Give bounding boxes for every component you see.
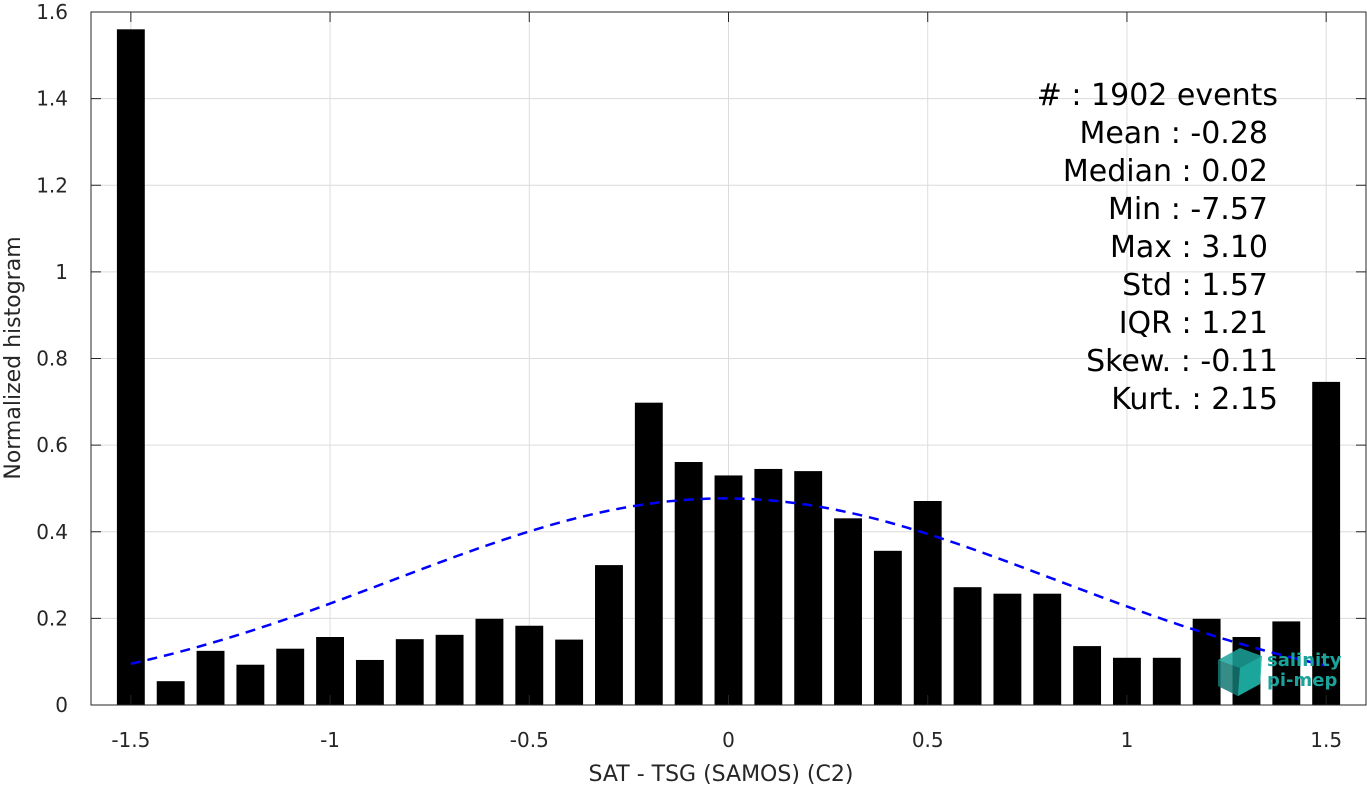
stats-line: # : 1902 events xyxy=(1037,78,1278,113)
histogram-bar xyxy=(395,639,424,705)
histogram-bar xyxy=(475,618,504,705)
histogram-bar xyxy=(714,475,743,705)
histogram-bar xyxy=(873,550,902,705)
histogram-bar xyxy=(754,468,783,705)
x-tick-label: 0.5 xyxy=(912,728,944,752)
histogram-bar xyxy=(953,587,982,705)
y-tick-label: 0.4 xyxy=(36,520,68,544)
gaussian-fit-curve xyxy=(130,497,1327,667)
x-tick-label: -0.5 xyxy=(510,728,549,752)
histogram-bar xyxy=(1152,657,1181,705)
histogram-bar xyxy=(1272,621,1301,705)
y-tick-label: 0.6 xyxy=(36,433,68,457)
salinity-pi-mep-logo: salinity pi-mep xyxy=(1218,648,1342,696)
histogram-bar xyxy=(316,636,345,705)
y-tick-label: 1.6 xyxy=(36,0,68,24)
histogram-bar xyxy=(156,681,185,705)
x-tick-label: -1 xyxy=(320,728,340,752)
y-tick-label: 0 xyxy=(55,693,68,717)
y-tick-label: 1.4 xyxy=(36,87,68,111)
stats-line: Min : -7.57 xyxy=(1108,192,1268,227)
x-tick-label: -1.5 xyxy=(111,728,150,752)
histogram-bar xyxy=(993,593,1022,705)
y-tick-label: 0.2 xyxy=(36,606,68,630)
histogram-bar xyxy=(913,500,942,705)
logo-text-line2: pi-mep xyxy=(1267,670,1337,691)
logo-text-line1: salinity xyxy=(1267,650,1342,671)
histogram-bar xyxy=(1033,593,1062,705)
stats-line: Kurt. : 2.15 xyxy=(1111,382,1278,417)
y-tick-label: 1.2 xyxy=(36,173,68,197)
histogram-bar xyxy=(1312,381,1341,705)
histogram-bar xyxy=(435,634,464,705)
histogram-bar xyxy=(794,471,823,705)
histogram-bar xyxy=(595,565,623,705)
histogram-bar xyxy=(355,659,384,705)
y-tick-label: 1 xyxy=(55,260,68,284)
y-axis-title: Normalized histogram xyxy=(1,236,26,479)
histogram-bar xyxy=(674,462,703,705)
stats-line: IQR : 1.21 xyxy=(1119,306,1268,341)
histogram-bar xyxy=(196,650,225,705)
stats-line: Max : 3.10 xyxy=(1110,230,1268,265)
histogram-bar xyxy=(276,648,305,705)
histogram-bar xyxy=(236,664,265,705)
x-tick-label: 1.5 xyxy=(1310,728,1342,752)
y-tick-label: 0.8 xyxy=(36,347,68,371)
x-tick-label: 1 xyxy=(1121,728,1134,752)
logo-cube-icon xyxy=(1218,648,1262,696)
stats-line: Skew. : -0.11 xyxy=(1086,344,1278,379)
axis-ticks xyxy=(91,11,1366,706)
histogram-bar xyxy=(555,639,584,705)
x-axis-title: SAT - TSG (SAMOS) (C2) xyxy=(589,762,854,785)
stats-line: Median : 0.02 xyxy=(1063,154,1268,189)
histogram-bar xyxy=(116,29,145,705)
histogram-bar xyxy=(515,625,544,705)
x-tick-label: 0 xyxy=(722,728,735,752)
histogram-bar xyxy=(834,518,862,705)
stats-line: Mean : -0.28 xyxy=(1079,116,1268,151)
x-tick-labels: -1.5 -1 -0.5 0 0.5 1 1.5 xyxy=(111,728,1342,752)
stats-line: Std : 1.57 xyxy=(1122,268,1268,303)
y-tick-labels: 0 0.2 0.4 0.6 0.8 1 1.2 1.4 1.6 xyxy=(36,0,68,717)
histogram-bar xyxy=(1073,646,1102,705)
histogram-bar xyxy=(634,402,663,705)
